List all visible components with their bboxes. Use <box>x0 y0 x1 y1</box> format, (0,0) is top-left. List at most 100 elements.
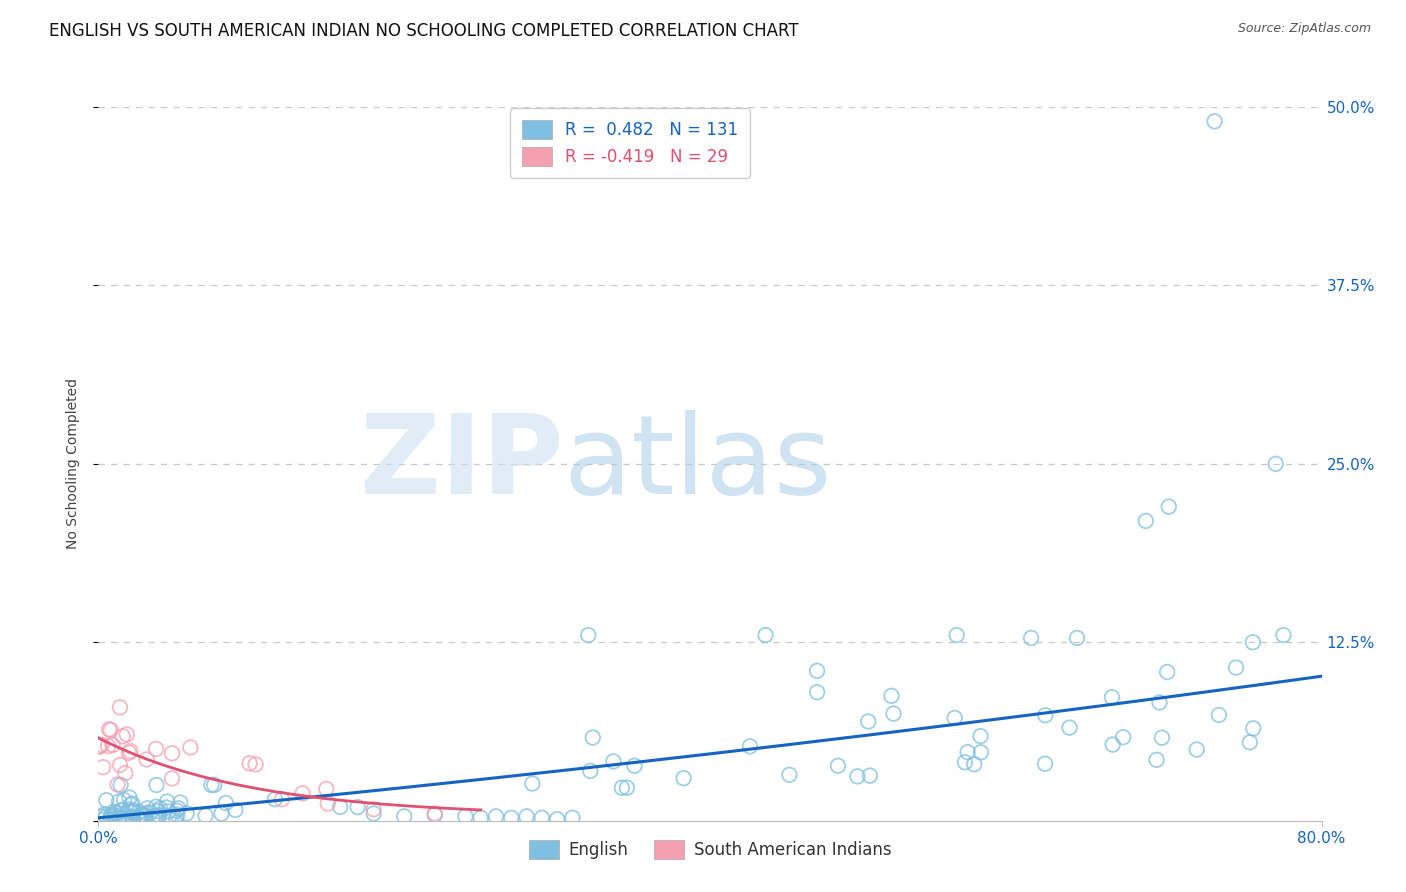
Point <box>582 731 605 745</box>
Point <box>135 752 157 766</box>
Point <box>616 780 638 795</box>
Point <box>139 805 162 820</box>
Point <box>846 769 869 783</box>
Point <box>1101 738 1123 752</box>
Point <box>316 797 339 811</box>
Point <box>315 781 337 796</box>
Point <box>111 811 134 825</box>
Point <box>134 809 156 823</box>
Point <box>103 809 125 823</box>
Point <box>883 706 905 721</box>
Point <box>1112 730 1135 744</box>
Point <box>166 804 188 818</box>
Point <box>1156 665 1178 679</box>
Point <box>363 806 385 821</box>
Point <box>522 776 544 790</box>
Point <box>859 769 882 783</box>
Point <box>145 778 167 792</box>
Point <box>115 727 138 741</box>
Point <box>118 790 141 805</box>
Point <box>93 813 115 827</box>
Point <box>132 813 155 827</box>
Point <box>108 795 131 809</box>
Point <box>91 809 114 823</box>
Point <box>454 809 477 823</box>
Point <box>291 786 314 800</box>
Point <box>111 803 134 817</box>
Point <box>118 803 141 817</box>
Point <box>202 778 225 792</box>
Point <box>160 811 183 825</box>
Point <box>602 755 624 769</box>
Point <box>100 809 122 823</box>
Point <box>1241 721 1264 735</box>
Point <box>561 811 583 825</box>
Point <box>485 809 508 823</box>
Point <box>129 808 152 822</box>
Point <box>363 802 385 816</box>
Point <box>1135 514 1157 528</box>
Point <box>943 711 966 725</box>
Point <box>118 746 141 760</box>
Point <box>160 772 183 786</box>
Point <box>121 809 143 823</box>
Point <box>101 738 124 752</box>
Point <box>239 756 262 771</box>
Text: atlas: atlas <box>564 410 832 517</box>
Point <box>329 800 352 814</box>
Point <box>136 801 159 815</box>
Point <box>610 780 633 795</box>
Point <box>346 800 368 814</box>
Point <box>1033 708 1056 723</box>
Point <box>470 811 492 825</box>
Point <box>1185 742 1208 756</box>
Point <box>148 804 170 818</box>
Point <box>145 742 167 756</box>
Point <box>169 796 191 810</box>
Point <box>156 795 179 809</box>
Point <box>754 628 776 642</box>
Point <box>155 800 177 814</box>
Point <box>90 738 112 752</box>
Point <box>122 803 145 817</box>
Point <box>166 807 188 822</box>
Point <box>516 809 538 823</box>
Point <box>100 723 122 737</box>
Point <box>111 729 134 743</box>
Point <box>1150 731 1173 745</box>
Point <box>128 805 150 819</box>
Point <box>880 689 903 703</box>
Point <box>806 664 828 678</box>
Point <box>104 811 127 825</box>
Text: ENGLISH VS SOUTH AMERICAN INDIAN NO SCHOOLING COMPLETED CORRELATION CHART: ENGLISH VS SOUTH AMERICAN INDIAN NO SCHO… <box>49 22 799 40</box>
Point <box>530 811 553 825</box>
Point <box>148 808 170 822</box>
Point <box>141 811 163 825</box>
Point <box>114 766 136 780</box>
Point <box>98 813 121 827</box>
Point <box>546 812 568 826</box>
Point <box>105 806 128 821</box>
Point <box>623 758 645 772</box>
Point <box>200 778 222 792</box>
Point <box>1059 721 1081 735</box>
Point <box>738 739 761 754</box>
Point <box>245 757 267 772</box>
Point <box>122 812 145 826</box>
Point <box>112 793 135 807</box>
Point <box>108 700 131 714</box>
Point <box>970 745 993 759</box>
Point <box>963 757 986 772</box>
Point <box>93 807 115 822</box>
Point <box>121 797 143 811</box>
Point <box>98 723 121 737</box>
Point <box>392 809 416 823</box>
Point <box>157 810 180 824</box>
Point <box>167 801 190 815</box>
Point <box>1241 635 1264 649</box>
Point <box>121 805 143 819</box>
Text: ZIP: ZIP <box>360 410 564 517</box>
Point <box>194 808 217 822</box>
Point <box>108 758 131 772</box>
Legend: English, South American Indians: English, South American Indians <box>522 833 898 866</box>
